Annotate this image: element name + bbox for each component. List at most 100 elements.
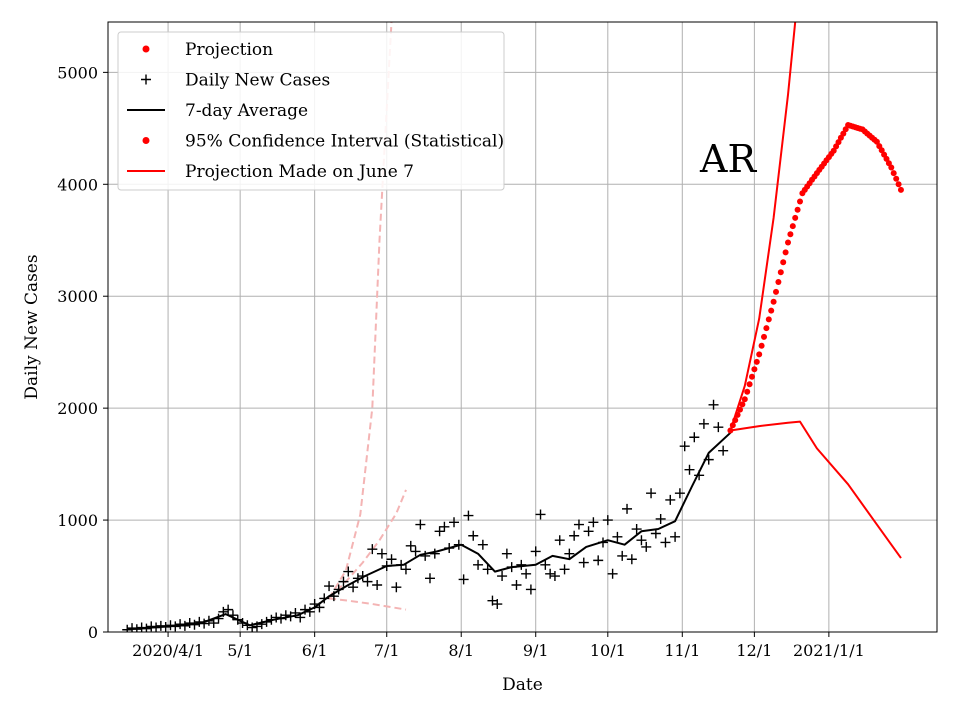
projection-dot — [782, 249, 789, 256]
projection-dot — [789, 223, 796, 230]
data-point-plus — [530, 546, 541, 557]
data-point-plus — [718, 445, 729, 456]
data-point-plus — [271, 612, 282, 623]
data-point-plus — [588, 517, 599, 528]
x-tick-label: 12/1 — [736, 641, 772, 660]
data-point-plus — [525, 584, 536, 595]
data-point-plus — [698, 418, 709, 429]
legend-dot-marker — [142, 45, 150, 53]
projection-dot — [761, 333, 767, 340]
y-tick-label: 2000 — [57, 399, 98, 418]
data-point-plus — [516, 559, 527, 570]
projection-dot — [775, 279, 782, 285]
data-point-plus — [617, 550, 628, 561]
projection-dot — [744, 388, 751, 395]
data-point-plus — [386, 554, 397, 565]
data-point-plus — [655, 513, 666, 524]
data-point-plus — [511, 579, 522, 590]
data-point-plus — [415, 519, 426, 530]
data-point-plus — [540, 559, 551, 570]
x-tick-label: 9/1 — [523, 641, 549, 660]
data-point-plus — [367, 544, 378, 555]
series-line-projection-made-on-june-7-lower — [328, 597, 407, 611]
series-line-95-confidence-interval-statistical-upper — [729, 22, 797, 431]
projection-dot — [732, 417, 739, 424]
data-point-plus — [593, 555, 604, 566]
data-point-plus — [338, 576, 349, 587]
data-point-plus — [208, 618, 219, 629]
data-point-plus — [424, 573, 435, 584]
x-tick-label: 6/1 — [302, 641, 328, 660]
data-point-plus — [641, 541, 652, 552]
y-tick-label: 0 — [88, 623, 98, 642]
data-point-plus — [468, 530, 479, 541]
legend-label: Projection — [185, 40, 273, 60]
data-point-plus — [622, 503, 633, 514]
x-tick-label: 11/1 — [664, 641, 700, 660]
y-tick-label: 4000 — [57, 175, 98, 194]
projection-dot — [895, 181, 902, 188]
data-point-plus — [410, 546, 421, 557]
data-point-plus — [521, 568, 532, 579]
x-ticks: 2020/4/1 5/1 6/1 7/1 8/1 9/1 10/1 11/1 12/1 2021/… — [132, 632, 865, 660]
projection-dot — [753, 358, 760, 365]
projection-dot — [888, 164, 895, 171]
legend-dot-marker — [142, 137, 150, 144]
projection-dot — [765, 316, 772, 323]
data-point-plus — [713, 422, 724, 433]
x-tick-label: 8/1 — [448, 641, 474, 660]
legend-label: 7-day Average — [185, 101, 308, 121]
data-point-plus — [343, 566, 354, 577]
projection-dot — [780, 259, 787, 266]
data-point-plus — [449, 517, 460, 528]
data-point-plus — [674, 488, 685, 499]
projection-dot — [897, 186, 904, 193]
data-point-plus — [463, 510, 474, 521]
projection-dot — [751, 366, 758, 373]
data-point-plus — [559, 564, 570, 575]
y-axis-label: Daily New Cases — [22, 254, 42, 399]
legend-label: 95% Confidence Interval (Statistical) — [185, 132, 504, 152]
projection-dot — [749, 373, 755, 380]
legend-box — [117, 31, 505, 191]
data-point-plus — [497, 571, 508, 582]
data-point-plus — [376, 548, 387, 559]
data-point-plus — [578, 557, 589, 568]
x-tick-label: 7/1 — [374, 641, 400, 660]
data-point-plus — [660, 537, 671, 548]
data-point-plus — [636, 535, 647, 546]
data-point-plus — [458, 574, 469, 585]
projection-dot — [768, 307, 775, 314]
data-point-plus — [689, 432, 700, 443]
data-point-plus — [501, 548, 512, 559]
data-point-plus — [492, 599, 503, 610]
projection-dot — [739, 401, 746, 408]
y-tick-label: 5000 — [57, 63, 98, 82]
legend: Projection Daily New Cases 7-day Average 95… — [117, 31, 505, 191]
legend-label: Daily New Cases — [185, 71, 330, 91]
projection-dot — [893, 175, 900, 182]
data-point-plus — [391, 582, 402, 593]
projection-dot — [727, 427, 734, 434]
x-tick-label: 5/1 — [227, 641, 253, 660]
y-ticks: 0 1000 2000 3000 4000 5000 — [57, 63, 108, 642]
x-tick-label: 2021/1/1 — [793, 641, 865, 660]
data-point-plus — [679, 441, 690, 452]
data-point-plus — [602, 515, 613, 526]
projection-dot — [758, 342, 765, 349]
projection-dot — [773, 288, 779, 295]
legend-plus-marker — [141, 74, 151, 85]
x-axis-label: Date — [502, 675, 543, 695]
projection-dot — [763, 325, 770, 332]
data-point-plus — [405, 540, 416, 551]
data-point-plus — [554, 535, 565, 546]
data-point-plus — [545, 568, 556, 579]
projection-dot — [734, 411, 741, 418]
data-point-plus — [223, 604, 234, 615]
data-point-plus — [473, 559, 484, 570]
projection-dot — [729, 422, 736, 429]
x-tick-label: 2020/4/1 — [132, 641, 204, 660]
data-point-plus — [626, 554, 637, 565]
plot-frame — [107, 21, 938, 633]
